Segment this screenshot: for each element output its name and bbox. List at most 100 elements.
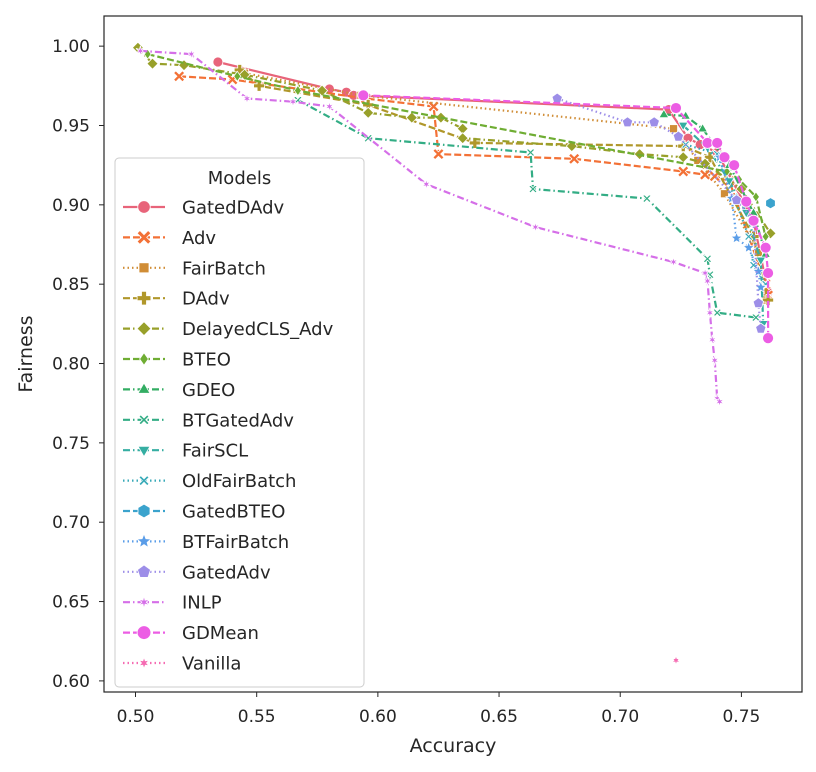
- legend-label: OldFairBatch: [182, 471, 296, 492]
- y-tick-label: 0.95: [52, 116, 90, 136]
- series-vanilla: [671, 654, 681, 666]
- x-tick-label: 0.65: [480, 707, 518, 727]
- data-point-btfairbatch: [729, 231, 744, 244]
- data-point-bteo: [233, 70, 242, 82]
- data-point-btgatedadv: [525, 147, 536, 158]
- x-axis-ticks: 0.50 0.55 0.60 0.65 0.70 0.75: [117, 692, 760, 727]
- data-point-vanilla: [671, 654, 681, 666]
- series-line-gdmean: [363, 94, 770, 339]
- legend-items: GatedDAdv Adv FairBatch DAdv DelayedCLS_Adv B…: [123, 198, 334, 675]
- data-point-gdmean: [670, 102, 682, 114]
- legend-entry-dadv: DAdv: [123, 289, 230, 310]
- legend-entry-inlp: INLP: [123, 593, 222, 614]
- legend-label: BTFairBatch: [182, 532, 289, 553]
- data-point-gatedadv: [648, 116, 660, 128]
- data-point-fairscl: [740, 209, 752, 219]
- data-point-delayedcls-adv: [146, 57, 159, 70]
- data-point-gatedadv: [621, 116, 634, 128]
- legend-entry-gatedbteo: GatedBTEO: [123, 502, 285, 523]
- data-point-gdmean: [740, 195, 753, 208]
- y-tick-label: 0.85: [52, 275, 90, 295]
- legend: Models GatedDAdv Adv FairBatch DAdv DelayedC…: [114, 157, 365, 688]
- data-point-inlp: [667, 255, 680, 268]
- plot-frame: [103, 15, 803, 693]
- legend-entry-gateddadv: GatedDAdv: [123, 198, 285, 219]
- x-tick-label: 0.75: [722, 707, 760, 727]
- legend-marker: [137, 503, 151, 519]
- y-axis-ticks: 0.60 0.65 0.70 0.75 0.80 0.85 0.90 0.95 1.00: [52, 37, 104, 692]
- y-tick-label: 0.80: [52, 355, 90, 375]
- data-point-inlp: [701, 274, 714, 288]
- data-point-btfairbatch: [751, 264, 766, 278]
- data-point-dadv: [253, 79, 266, 92]
- data-point-inlp: [241, 93, 253, 106]
- x-axis-label: Accuracy: [410, 735, 497, 757]
- legend-label: FairSCL: [182, 441, 248, 462]
- data-point-delayedcls-adv: [456, 122, 469, 135]
- data-point-fairscl: [677, 121, 689, 132]
- data-point-bteo: [293, 84, 302, 97]
- data-point-gatedadv: [672, 130, 685, 142]
- x-tick-label: 0.70: [601, 707, 639, 727]
- data-point-gatedadv: [752, 297, 765, 309]
- data-point-gdmean: [759, 241, 772, 254]
- legend-marker: [138, 656, 150, 670]
- legend-entry-gdeo: GDEO: [123, 380, 235, 401]
- data-point-inlp: [699, 266, 711, 279]
- legend-marker: [136, 625, 152, 640]
- legend-box: [114, 157, 365, 688]
- y-axis-label: Fairness: [15, 315, 37, 392]
- legend-marker: [138, 475, 150, 487]
- data-point-gdmean: [728, 159, 741, 172]
- series-gatedbteo: [765, 197, 776, 210]
- legend-title: Models: [208, 168, 271, 189]
- legend-marker: [136, 229, 152, 245]
- legend-label: Adv: [182, 228, 216, 249]
- data-point-gatedadv: [730, 194, 743, 205]
- series-gatedadv: [551, 92, 767, 334]
- legend-marker: [137, 564, 151, 578]
- legend-entry-gdmean: GDMean: [123, 623, 259, 644]
- series-gdmean: [357, 89, 774, 345]
- data-point-dadv: [704, 151, 716, 164]
- x-tick-label: 0.50: [117, 707, 155, 727]
- data-point-delayedcls-adv: [405, 111, 418, 124]
- legend-label: GatedAdv: [182, 562, 271, 583]
- legend-marker: [137, 200, 151, 214]
- legend-label: GatedDAdv: [182, 198, 285, 219]
- data-point-gdmean: [747, 214, 760, 227]
- data-point-gdeo: [658, 108, 670, 118]
- legend-label: Vanilla: [182, 654, 241, 675]
- data-point-inlp: [709, 355, 721, 367]
- legend-entry-btgatedadv: BTGatedAdv: [123, 410, 294, 431]
- legend-entry-btfairbatch: BTFairBatch: [123, 532, 289, 553]
- data-point-btgatedadv: [642, 193, 652, 204]
- data-point-btgatedadv: [528, 184, 538, 194]
- legend-entry-fairscl: FairSCL: [123, 441, 248, 462]
- legend-marker: [135, 532, 153, 549]
- plot-series: [131, 41, 777, 666]
- data-point-btgatedadv: [751, 312, 761, 323]
- data-point-inlp: [420, 177, 433, 191]
- data-point-oldfairbatch: [744, 232, 754, 242]
- x-tick-label: 0.60: [359, 707, 397, 727]
- data-point-gatedadv: [755, 322, 767, 334]
- data-point-inlp: [323, 99, 336, 112]
- legend-marker: [138, 414, 150, 426]
- legend-entry-vanilla: Vanilla: [123, 654, 241, 675]
- y-tick-label: 0.75: [52, 434, 90, 454]
- legend-entry-gatedadv: GatedAdv: [123, 562, 271, 583]
- data-point-adv: [677, 165, 690, 178]
- legend-label: DelayedCLS_Adv: [182, 319, 334, 340]
- data-point-fairscl: [755, 256, 767, 267]
- data-point-inlp: [287, 95, 299, 107]
- data-point-gdmean: [762, 267, 774, 279]
- data-point-inlp: [713, 395, 726, 409]
- data-point-fairbatch: [720, 189, 729, 199]
- data-point-inlp: [134, 45, 147, 58]
- data-point-adv: [173, 70, 186, 83]
- y-tick-label: 1.00: [52, 37, 90, 57]
- data-point-fairbatch: [669, 124, 678, 134]
- legend-marker: [138, 262, 150, 274]
